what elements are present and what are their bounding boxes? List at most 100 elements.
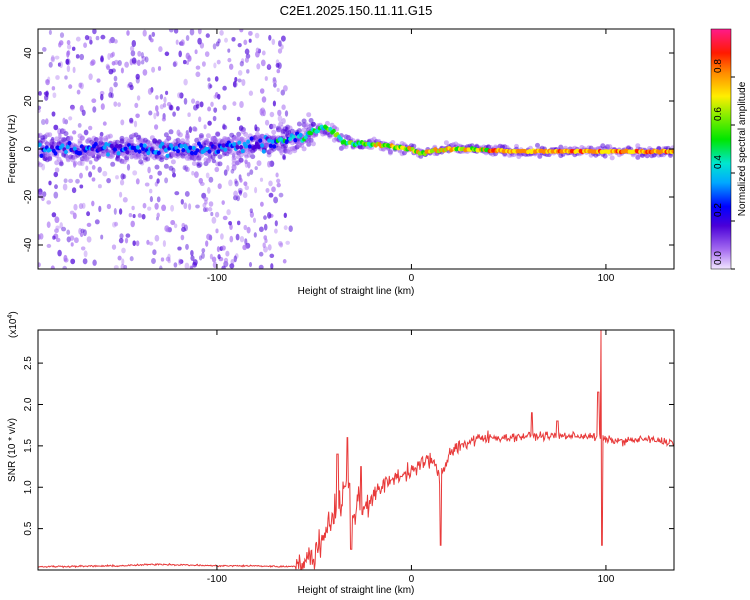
spectrogram-cell-479 xyxy=(132,240,136,247)
spectrogram-cell-233 xyxy=(232,81,237,88)
spectrogram-cell-1908 xyxy=(179,144,184,149)
spectrogram-cell-1877 xyxy=(125,150,130,155)
spectrogram-cell-608 xyxy=(142,29,147,37)
spectrogram-cell-761 xyxy=(77,160,83,166)
spectrogram-cell-286 xyxy=(207,77,211,82)
spectrogram-cell-388 xyxy=(113,207,117,215)
spectrogram-cell-324 xyxy=(78,203,84,210)
spectrogram-xtick-label-2: 100 xyxy=(598,273,615,284)
spectrogram-cell-425 xyxy=(151,31,156,37)
spectrogram-cell-1915 xyxy=(191,145,196,151)
spectrogram-cell-591 xyxy=(209,253,213,260)
spectrogram-cell-439 xyxy=(211,159,217,164)
spectrogram-cell-1018 xyxy=(177,132,183,138)
spectrogram-cell-1840 xyxy=(60,143,65,148)
spectrogram-cell-139 xyxy=(252,217,257,223)
spectrogram-cell-455 xyxy=(170,204,175,212)
spectrogram-cell-467 xyxy=(195,104,200,109)
spectrogram-cell-506 xyxy=(58,40,64,46)
spectrogram-cell-304 xyxy=(165,90,169,96)
spectrogram-cell-283 xyxy=(163,96,167,104)
spectrogram-cell-392 xyxy=(144,56,149,63)
spectrogram-cell-221 xyxy=(185,166,190,173)
spectrogram-cell-1927 xyxy=(212,145,217,150)
spectrogram-cell-611 xyxy=(92,106,97,113)
spectrogram-cell-208 xyxy=(47,76,51,83)
spectrogram-cell-54 xyxy=(284,110,289,117)
spectrogram-cell-500 xyxy=(154,202,159,210)
spectrogram-cell-492 xyxy=(112,221,117,228)
spectrogram-cell-997 xyxy=(168,165,174,171)
spectrogram-cell-1872 xyxy=(116,151,121,156)
spectrogram-cell-6 xyxy=(282,154,286,160)
spectrogram-cell-350 xyxy=(136,59,141,66)
spectrogram-cell-573 xyxy=(69,210,75,215)
spectrogram-cell-582 xyxy=(92,29,97,35)
spectrogram-cell-1917 xyxy=(195,148,200,153)
spectrogram-cell-293 xyxy=(54,228,59,234)
spectrogram-cell-471 xyxy=(283,225,288,231)
spectrogram-cell-173 xyxy=(205,207,209,212)
spectrogram-cell-563 xyxy=(91,200,95,207)
spectrogram-cell-8 xyxy=(185,243,189,250)
spectrogram-cell-303 xyxy=(201,61,206,67)
spectrogram-cell-1779 xyxy=(635,143,641,149)
spectrogram-cell-32 xyxy=(230,259,235,265)
spectrogram-cell-422 xyxy=(239,60,244,67)
spectrogram-cell-1000 xyxy=(170,159,176,165)
spectrogram-xtick-label-1: 0 xyxy=(409,273,415,284)
spectrogram-cell-445 xyxy=(78,82,83,88)
spectrogram-cell-503 xyxy=(42,47,47,52)
spectrogram-cell-488 xyxy=(75,54,80,59)
spectrogram-cell-486 xyxy=(81,109,86,116)
spectrogram-cell-340 xyxy=(59,61,63,69)
spectrogram-cell-594 xyxy=(192,259,198,266)
spectrogram-cell-1149 xyxy=(229,150,235,155)
spectrogram-cell-143 xyxy=(182,165,187,171)
spectrogram-cell-612 xyxy=(174,191,180,196)
spectrogram-cell-15 xyxy=(239,101,244,108)
spectrogram-cell-475 xyxy=(221,265,226,269)
spectrogram-cell-410 xyxy=(183,97,188,105)
spectrogram-cell-163 xyxy=(267,63,271,69)
spectrogram-cell-1314 xyxy=(292,148,298,154)
spectrogram-cell-529 xyxy=(80,228,85,233)
spectrogram-cell-395 xyxy=(214,76,219,82)
spectrogram-cell-1979 xyxy=(303,135,308,140)
spectrogram-cell-1349 xyxy=(306,112,312,118)
spectrogram-cell-156 xyxy=(277,115,283,123)
spectrogram-cell-1970 xyxy=(288,136,293,142)
spectrogram-cell-619 xyxy=(119,179,125,186)
snr-frame xyxy=(37,329,675,571)
spectrogram-cell-589 xyxy=(100,56,104,63)
spectrogram-cell-1924 xyxy=(207,149,212,154)
spectrogram-cell-1960 xyxy=(270,139,275,144)
spectrogram-cell-336 xyxy=(98,205,102,213)
spectrogram-cell-1850 xyxy=(78,151,82,156)
spectrogram-cell-1534 xyxy=(443,140,449,146)
colorbar-tick-label-2: 0.4 xyxy=(713,155,724,169)
spectrogram-cell-259 xyxy=(228,179,233,187)
spectrogram-cell-10 xyxy=(100,234,104,240)
spectrogram-cell-1186 xyxy=(243,131,249,137)
colorbar: 0.0 0.2 0.4 0.6 0.8 Normalized spectral ampl… xyxy=(710,28,748,270)
spectrogram-cell-817 xyxy=(98,137,104,142)
spectrogram-cell-1155 xyxy=(231,161,237,167)
snr-chart: -100 0 100 0.5 1.0 1.5 2.0 2.5 Height of straig… xyxy=(7,311,675,596)
spectrogram-cell-268 xyxy=(205,240,209,247)
spectrogram-cell-322 xyxy=(68,84,73,89)
spectrogram-cell-275 xyxy=(157,66,162,71)
spectrogram-cell-581 xyxy=(137,213,142,218)
spectrogram-cell-491 xyxy=(208,201,214,207)
spectrogram-cell-633 xyxy=(232,101,237,106)
spectrogram-cell-1870 xyxy=(113,147,117,152)
spectrogram-cell-1363 xyxy=(310,141,316,147)
snr-scale-close: ) xyxy=(8,311,19,314)
spectrogram-cell-145 xyxy=(191,170,195,176)
spectrogram-cell-363 xyxy=(54,216,60,224)
spectrogram-cell-1871 xyxy=(114,143,119,149)
spectrogram-cell-228 xyxy=(159,265,163,269)
spectrogram-cell-424 xyxy=(62,117,66,125)
snr-ytick-label-4: 2.5 xyxy=(23,356,34,370)
spectrogram-cell-237 xyxy=(126,83,131,89)
